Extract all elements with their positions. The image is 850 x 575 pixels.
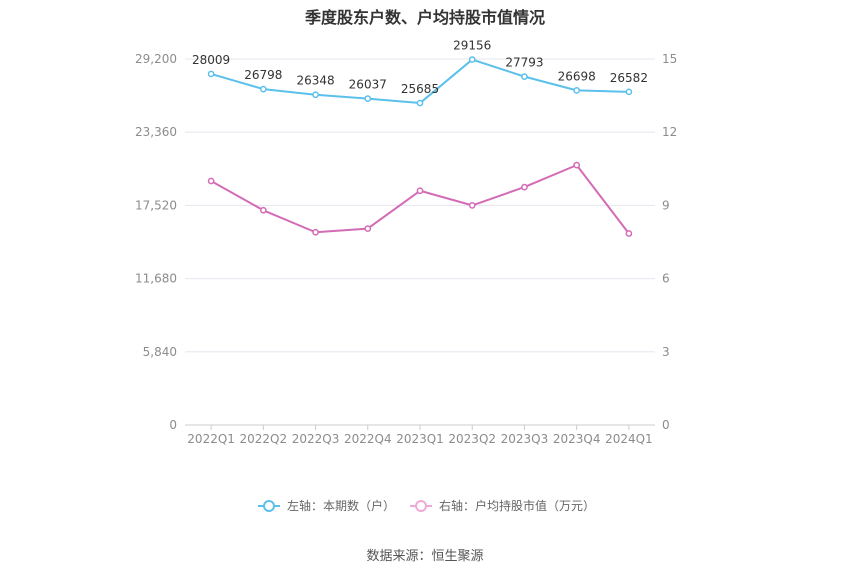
data-point [312, 91, 319, 99]
legend-label: 右轴：户均持股市值（万元） [439, 498, 595, 513]
legend-marker [415, 500, 427, 512]
y-right-tick-label: 12 [662, 125, 677, 139]
y-right-tick-label: 9 [662, 198, 670, 212]
data-point [468, 56, 476, 63]
data-label: 26348 [296, 74, 334, 88]
data-label: 29156 [453, 39, 491, 53]
data-point [312, 228, 319, 236]
x-tick-label: 2023Q2 [448, 432, 496, 446]
series-layer: 28009 26798 26348 26037 25685 29156 27793 26698… [192, 39, 648, 237]
x-tick-label: 2023Q1 [396, 432, 444, 446]
series-line-right [210, 164, 630, 235]
data-label: 26037 [349, 78, 387, 92]
y-left-tick-label: 29,200 [135, 52, 177, 66]
data-point [573, 87, 581, 94]
data-point [468, 202, 476, 209]
legend-label: 左轴：本期数（户） [287, 498, 395, 513]
x-tick-label: 2024Q1 [605, 432, 653, 446]
data-point [259, 206, 267, 214]
x-tick-label: 2022Q2 [240, 432, 288, 446]
data-point [259, 85, 267, 93]
data-label: 28009 [192, 53, 230, 67]
y-right-tick-label: 6 [662, 272, 670, 286]
data-point [625, 88, 633, 96]
data-point [416, 187, 424, 195]
y-left-tick-label: 17,520 [135, 198, 177, 212]
x-tick-label: 2023Q3 [501, 432, 549, 446]
y-left-tick-label: 0 [169, 418, 177, 432]
axes: 0 5,840 11,680 17,520 23,360 29,200 0 3 6 9 12 15 20… [135, 52, 677, 446]
data-point [364, 225, 372, 232]
data-label: 26698 [558, 69, 596, 83]
data-point [625, 230, 633, 237]
y-left-tick-label: 11,680 [135, 272, 177, 286]
x-tick-label: 2022Q4 [344, 432, 392, 446]
data-label: 26798 [244, 68, 282, 82]
data-label: 25685 [401, 82, 439, 96]
x-tick-label: 2022Q3 [292, 432, 340, 446]
x-tick-label: 2022Q1 [187, 432, 235, 446]
data-point [521, 183, 528, 191]
y-left-tick-label: 5,840 [143, 345, 177, 359]
legend: 左轴：本期数（户） 右轴：户均持股市值（万元） [258, 498, 595, 513]
y-right-tick-label: 3 [662, 345, 670, 359]
data-label: 27793 [505, 56, 543, 70]
y-left-tick-label: 23,360 [135, 125, 177, 139]
x-tick-label: 2023Q4 [553, 432, 601, 446]
data-point [207, 70, 215, 78]
y-right-tick-label: 15 [662, 52, 677, 66]
data-point [364, 95, 372, 102]
chart-title: 季度股东户数、户均持股市值情况 [304, 8, 545, 27]
data-point [521, 73, 528, 80]
y-right-tick-label: 0 [662, 418, 670, 432]
data-point [416, 99, 424, 107]
legend-marker [263, 500, 275, 512]
data-source-note: 数据来源：恒生聚源 [366, 549, 484, 564]
data-label: 26582 [610, 71, 648, 85]
grid-lines [185, 58, 655, 353]
data-point [207, 177, 215, 185]
data-point [573, 161, 581, 169]
